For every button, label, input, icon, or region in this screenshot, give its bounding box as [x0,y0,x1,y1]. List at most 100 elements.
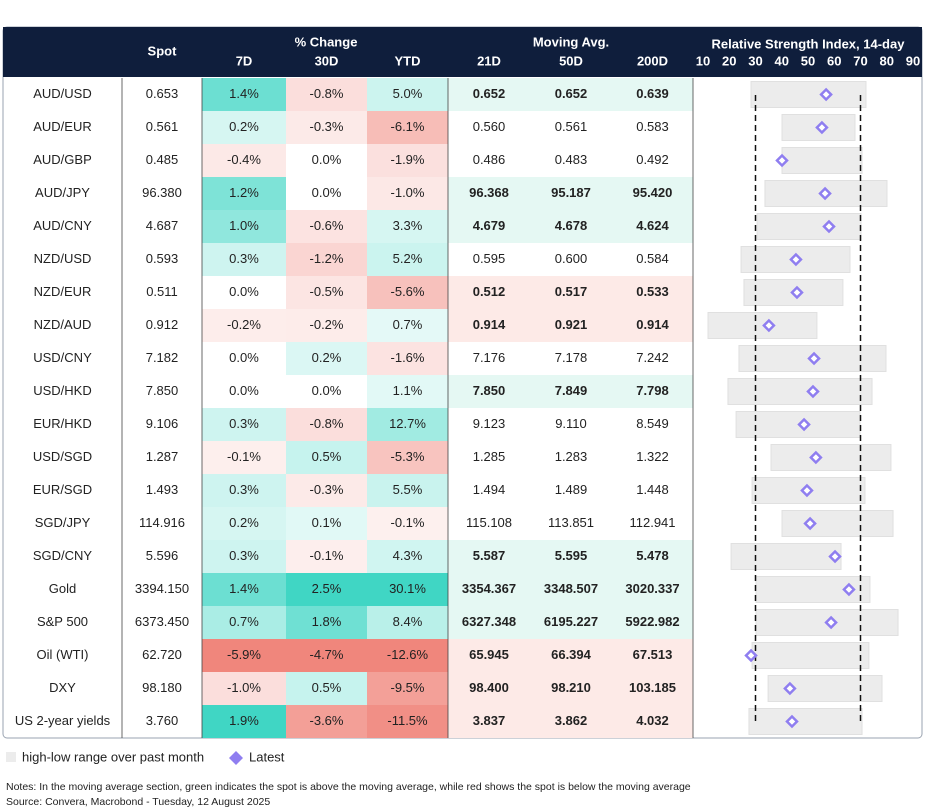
cell: 2.5% [312,581,342,596]
ma-background [448,540,693,573]
row-label: S&P 500 [37,614,88,629]
rsi-latest [803,516,817,531]
cell: -0.4% [227,152,261,167]
cell: 95.420 [633,185,673,200]
header-column: 50D [559,53,583,68]
header-spot: Spot [148,43,178,58]
pct-cell [367,474,448,507]
rsi-range [750,81,867,108]
header-column: 30D [315,53,339,68]
ma-background [448,177,693,210]
pct-cell [202,78,286,111]
row-label: NZD/USD [34,251,92,266]
ma-background [448,606,693,639]
pct-cell [367,540,448,573]
rsi-latest [809,450,823,465]
pct-cell [202,441,286,474]
rsi-latest [744,648,758,663]
header-rsi: Relative Strength Index, 14-day [712,36,906,51]
row-label: EUR/SGD [33,482,92,497]
cell: 1.0% [229,218,259,233]
pct-cell [202,705,286,738]
cell: 9.123 [473,416,506,431]
cell: 5.0% [393,86,423,101]
rsi-range [756,213,862,240]
rsi-latest [775,153,789,168]
cell: 0.485 [146,152,179,167]
cell: 0.912 [146,317,179,332]
cell: -1.0% [227,680,261,695]
cell: -1.0% [391,185,425,200]
legend-latest: Latest [249,749,285,764]
cell: 0.2% [229,119,259,134]
rsi-latest [824,615,838,630]
rsi-latest [822,219,836,234]
cell: 0.561 [555,119,588,134]
cell: 6195.227 [544,614,598,629]
pct-cell [202,672,286,705]
cell: 0.5% [312,680,342,695]
pct-cell [286,243,367,276]
rsi-latest [806,384,820,399]
cell: 0.921 [555,317,588,332]
cell: 66.394 [551,647,592,662]
source: Source: Convera, Macrobond - Tuesday, 12… [6,796,270,808]
cell: 5.2% [393,251,423,266]
cell: 3354.367 [462,581,516,596]
row-label: AUD/EUR [33,119,92,134]
rsi-tick-label: 50 [801,53,815,68]
pct-cell [367,342,448,375]
pct-cell [367,144,448,177]
cell: 5922.982 [625,614,679,629]
cell: -0.2% [227,317,261,332]
cell: 1.283 [555,449,588,464]
cell: 3.837 [473,713,506,728]
pct-cell [202,573,286,606]
pct-cell [367,111,448,144]
pct-cell [367,210,448,243]
cell: 0.483 [555,152,588,167]
cell: 0.511 [146,284,178,299]
cell: 5.478 [636,548,669,563]
header-column: 21D [477,53,501,68]
cell: 3020.337 [625,581,679,596]
pct-cell [367,573,448,606]
header-column: 200D [637,53,668,68]
cell: -5.9% [227,647,261,662]
cell: 4.032 [636,713,669,728]
pct-cell [367,672,448,705]
cell: 4.679 [473,218,506,233]
cell: 98.210 [551,680,591,695]
pct-cell [286,474,367,507]
cell: 95.187 [551,185,591,200]
rsi-latest [807,351,821,366]
cell: 6373.450 [135,614,189,629]
pct-cell [367,78,448,111]
cell: 1.493 [146,482,179,497]
cell: 0.0% [312,383,342,398]
cell-texts: 7D 30D YTD 21D 50D 200D AUD/USD 0.653 1.4% -0.8% 5… [15,53,680,728]
rsi-tick-label: 40 [775,53,789,68]
row-label: NZD/AUD [34,317,92,332]
cell: -0.1% [227,449,261,464]
rsi-latest [797,417,811,432]
cell: 0.3% [229,548,259,563]
pct-cell [286,78,367,111]
cell: -5.6% [391,284,425,299]
cell: 5.5% [393,482,423,497]
cell: 12.7% [389,416,426,431]
cell: 0.914 [636,317,669,332]
pct-cell [286,111,367,144]
cell: 5.587 [473,548,506,563]
cell: 7.242 [636,350,669,365]
cell: 0.652 [473,86,506,101]
pct-cell [202,210,286,243]
pct-cell [202,507,286,540]
cell-backgrounds [202,78,693,738]
row-label: SGD/CNY [33,548,93,563]
row-label: AUD/JPY [35,185,90,200]
cell: 3394.150 [135,581,189,596]
cell: -1.9% [391,152,425,167]
